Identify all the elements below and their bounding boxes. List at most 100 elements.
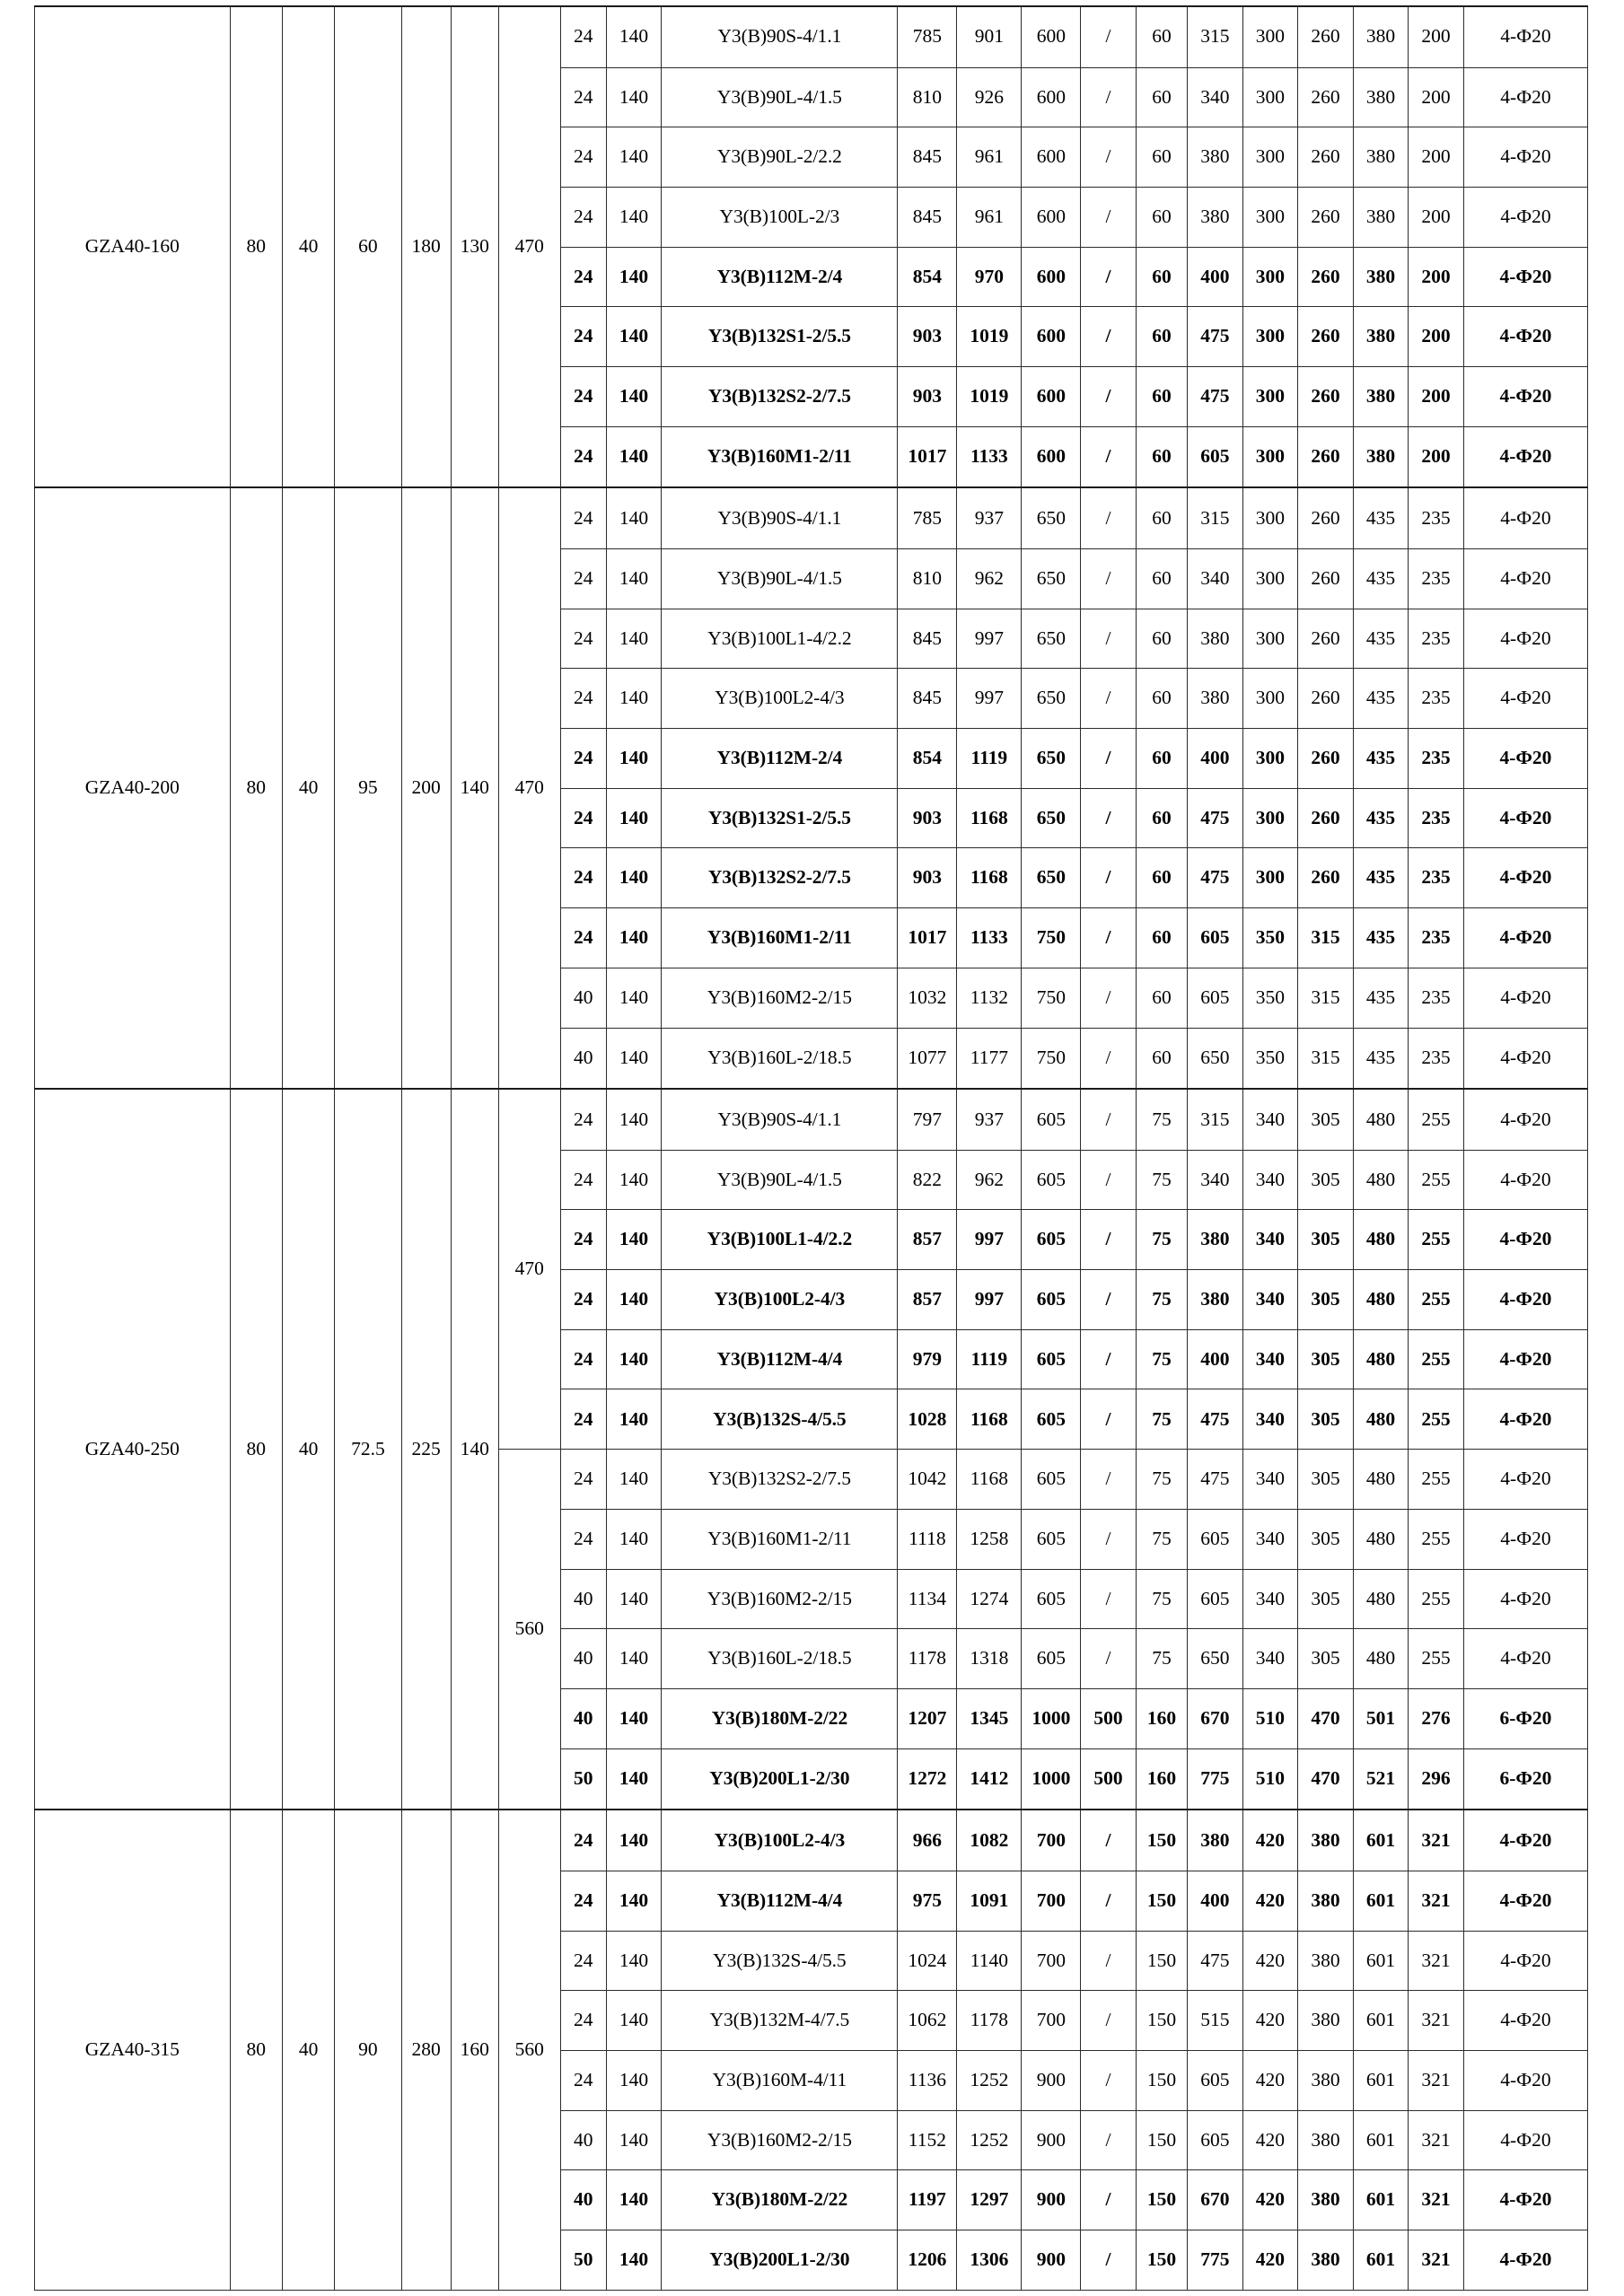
dim-a-cell: 90 bbox=[334, 1809, 402, 2292]
bolt-spec-cell: 4-Ф20 bbox=[1462, 1930, 1589, 1992]
dim-e2-cell: / bbox=[1080, 2230, 1137, 2291]
table-row: 40 140 Y3(B)160L-2/18.5 1178 1318 605/75 650 34… bbox=[35, 1628, 1589, 1689]
dim-k1-cell: 340 bbox=[1242, 1269, 1299, 1330]
dim-k2-cell: 260 bbox=[1297, 66, 1354, 128]
table-row: 24 140 Y3(B)132S-4/5.5 1028 1168 605/75 475 340… bbox=[35, 1389, 1589, 1450]
dim-g-cell: 400 bbox=[1187, 246, 1243, 308]
dim-k1-cell: 340 bbox=[1242, 1209, 1299, 1271]
dim-m-cell: 435 bbox=[1352, 967, 1409, 1029]
dim-d2-cell: 140 bbox=[605, 1149, 663, 1211]
dim-h2-cell: 1306 bbox=[956, 2230, 1023, 2291]
dim-f-cell: 150 bbox=[1135, 2230, 1189, 2291]
dim-d1-cell: 40 bbox=[559, 1628, 607, 1689]
dim-d1-cell: 24 bbox=[559, 608, 607, 670]
dim-e1-cell: 605 bbox=[1021, 1628, 1082, 1689]
dim-n-cell: 235 bbox=[1408, 787, 1464, 849]
dim-h1-cell: 903 bbox=[897, 787, 958, 849]
dim-n-cell: 235 bbox=[1408, 608, 1464, 670]
motor-model-cell: Y3(B)160M2-2/15 bbox=[661, 1568, 899, 1630]
bolt-spec-cell: 4-Ф20 bbox=[1462, 2109, 1589, 2171]
dim-h1-cell: 1042 bbox=[897, 1449, 958, 1510]
table-row: 40 140 Y3(B)180M-2/22 1197 1297 900/150 670 420… bbox=[35, 2169, 1589, 2231]
dim-m-cell: 435 bbox=[1352, 548, 1409, 609]
dim-e2-cell: / bbox=[1080, 2169, 1137, 2231]
dim-h2-cell: 1318 bbox=[956, 1628, 1023, 1689]
dim-h2-cell: 1019 bbox=[956, 306, 1023, 368]
dim-h2-cell: 1178 bbox=[956, 1990, 1023, 2051]
dim-e2-cell: / bbox=[1080, 1389, 1137, 1450]
dim-k2-cell: 260 bbox=[1297, 4, 1354, 68]
dim-d1-cell: 24 bbox=[559, 548, 607, 609]
dim-k2-cell: 305 bbox=[1297, 1269, 1354, 1330]
dim-h1-cell: 845 bbox=[897, 127, 958, 188]
dim-h2-cell: 1019 bbox=[956, 366, 1023, 427]
dim-e1-cell: 600 bbox=[1021, 306, 1082, 368]
bolt-spec-cell: 4-Ф20 bbox=[1462, 1149, 1589, 1211]
dim-d1-cell: 24 bbox=[559, 246, 607, 308]
dim-n-cell: 321 bbox=[1408, 2230, 1464, 2291]
dim-f-cell: 160 bbox=[1135, 1687, 1189, 1749]
dim-d2-cell: 140 bbox=[605, 548, 663, 609]
dim-e1-cell: 605 bbox=[1021, 1389, 1082, 1450]
motor-model-cell: Y3(B)160M2-2/15 bbox=[661, 967, 899, 1029]
dim-m-cell: 380 bbox=[1352, 66, 1409, 128]
dim-d1-cell: 24 bbox=[559, 668, 607, 730]
motor-model-cell: Y3(B)160M2-2/15 bbox=[661, 2109, 899, 2171]
dim-k2-cell: 260 bbox=[1297, 425, 1354, 488]
dim-f-cell: 150 bbox=[1135, 1930, 1189, 1992]
bolt-spec-cell: 4-Ф20 bbox=[1462, 1088, 1589, 1151]
dim-b-cell: 180 bbox=[400, 4, 452, 488]
dim-k1-cell: 300 bbox=[1242, 728, 1299, 789]
dim-d1-cell: 40 bbox=[559, 1568, 607, 1630]
dim-h2-cell: 1168 bbox=[956, 1389, 1023, 1450]
dim-f-cell: 60 bbox=[1135, 728, 1189, 789]
motor-model-cell: Y3(B)90L-2/2.2 bbox=[661, 127, 899, 188]
bolt-spec-cell: 4-Ф20 bbox=[1462, 1449, 1589, 1510]
bolt-spec-cell: 4-Ф20 bbox=[1462, 608, 1589, 670]
dim-h1-cell: 785 bbox=[897, 4, 958, 68]
bolt-spec-cell: 4-Ф20 bbox=[1462, 1568, 1589, 1630]
dim-d1-cell: 40 bbox=[559, 1687, 607, 1749]
dim-m-cell: 435 bbox=[1352, 668, 1409, 730]
dim-e2-cell: / bbox=[1080, 366, 1137, 427]
dim-e1-cell: 600 bbox=[1021, 366, 1082, 427]
dim-k1-cell: 420 bbox=[1242, 2169, 1299, 2231]
dim-d2-cell: 140 bbox=[605, 1687, 663, 1749]
dim-e2-cell: / bbox=[1080, 967, 1137, 1029]
dim-m-cell: 480 bbox=[1352, 1628, 1409, 1689]
table-row: 24 140 Y3(B)90L-2/2.2 845 961 600/60 380 300 260… bbox=[35, 127, 1589, 188]
dim-f-cell: 75 bbox=[1135, 1328, 1189, 1390]
dim-n-cell: 321 bbox=[1408, 1870, 1464, 1932]
dim-n-cell: 235 bbox=[1408, 847, 1464, 909]
dim-m-cell: 380 bbox=[1352, 306, 1409, 368]
dim-e1-cell: 600 bbox=[1021, 246, 1082, 308]
bolt-spec-cell: 4-Ф20 bbox=[1462, 1389, 1589, 1450]
dim-g-cell: 380 bbox=[1187, 186, 1243, 248]
dim-n-cell: 235 bbox=[1408, 668, 1464, 730]
dim-d2-cell: 140 bbox=[605, 668, 663, 730]
dim-h1-cell: 1178 bbox=[897, 1628, 958, 1689]
dim-e2-cell: / bbox=[1080, 787, 1137, 849]
dim-n-cell: 200 bbox=[1408, 306, 1464, 368]
dim-m-cell: 601 bbox=[1352, 1990, 1409, 2051]
dim-f-cell: 60 bbox=[1135, 425, 1189, 488]
dim-d1-cell: 24 bbox=[559, 366, 607, 427]
dim-h2-cell: 1345 bbox=[956, 1687, 1023, 1749]
bolt-spec-cell: 4-Ф20 bbox=[1462, 728, 1589, 789]
dim-m-cell: 480 bbox=[1352, 1508, 1409, 1570]
dim-d2-cell: 140 bbox=[605, 1027, 663, 1090]
dim-g-cell: 380 bbox=[1187, 1209, 1243, 1271]
dim-d2-cell: 140 bbox=[605, 2049, 663, 2111]
dim-h1-cell: 1028 bbox=[897, 1389, 958, 1450]
dim-h1-cell: 1152 bbox=[897, 2109, 958, 2171]
dim-d1-cell: 24 bbox=[559, 1930, 607, 1992]
dim-h1-cell: 1077 bbox=[897, 1027, 958, 1090]
inlet-diameter-cell: 80 bbox=[229, 1809, 283, 2292]
dim-e2-cell: / bbox=[1080, 4, 1137, 68]
dim-k2-cell: 380 bbox=[1297, 2230, 1354, 2291]
dim-h2-cell: 1119 bbox=[956, 728, 1023, 789]
dim-e2-cell: / bbox=[1080, 1328, 1137, 1390]
dim-n-cell: 255 bbox=[1408, 1449, 1464, 1510]
dim-n-cell: 321 bbox=[1408, 1930, 1464, 1992]
dim-k1-cell: 300 bbox=[1242, 4, 1299, 68]
